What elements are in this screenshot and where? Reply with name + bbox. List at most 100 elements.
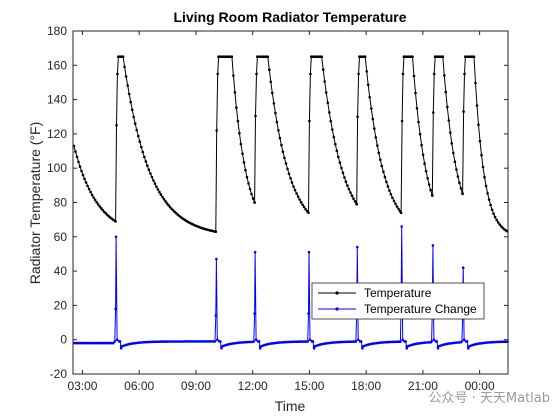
temperature-series-point	[283, 156, 286, 160]
temperature-series-point	[338, 161, 342, 164]
temperature-series-point	[230, 55, 234, 58]
temperature-series-point	[323, 80, 327, 83]
temperature-change-series-point	[253, 250, 257, 254]
temperature-series-point	[346, 184, 349, 187]
temperature-change-series-point	[253, 312, 256, 315]
chart-title: Living Room Radiator Temperature	[173, 9, 406, 25]
temperature-series-point	[149, 172, 152, 175]
temperature-series-point	[395, 205, 399, 208]
temperature-series-point	[242, 161, 246, 164]
temperature-series-point	[156, 188, 160, 191]
temperature-series-point	[399, 211, 403, 215]
temperature-series-point	[83, 177, 86, 181]
temperature-series-point	[77, 160, 80, 164]
temperature-series-point	[124, 75, 128, 78]
temperature-series-point	[277, 129, 280, 132]
temperature-series-point	[474, 81, 477, 85]
temperature-series-point	[74, 150, 77, 153]
temperature-series-point	[431, 194, 434, 197]
temperature-series-point	[168, 205, 172, 209]
temperature-series-point	[99, 207, 103, 210]
temperature-change-series-point	[430, 340, 433, 343]
temperature-series-point	[388, 189, 391, 192]
y-tick-label: 140	[47, 93, 67, 107]
temperature-series-point	[152, 179, 155, 182]
temperature-series-point	[341, 171, 345, 175]
y-tick-label: 0	[60, 333, 67, 347]
temperature-change-series-point	[214, 314, 218, 317]
temperature-series-point	[146, 164, 149, 167]
temperature-series-point	[140, 145, 143, 149]
y-tick-label: 160	[47, 58, 67, 72]
temperature-change-series-point	[113, 340, 117, 343]
temperature-series-point	[441, 55, 445, 58]
temperature-series-point	[244, 168, 247, 172]
temperature-change-series-point	[401, 338, 405, 342]
temperature-series-point	[295, 192, 298, 195]
temperature-series-point	[353, 200, 357, 203]
temperature-series-point	[170, 207, 173, 210]
temperature-series-point	[236, 119, 240, 123]
y-tick-label: 120	[47, 127, 67, 141]
temperature-series-point	[385, 180, 388, 184]
temperature-series-point	[368, 95, 372, 99]
temperature-change-series-point	[404, 340, 408, 343]
temperature-change-series-point	[465, 340, 469, 343]
temperature-series-point	[370, 107, 373, 110]
temperature-series-point	[401, 72, 405, 76]
temperature-change-series-point	[462, 338, 466, 342]
legend: Temperature Temperature Change	[311, 282, 485, 320]
temperature-change-series-point	[431, 244, 435, 247]
temperature-series-point	[215, 129, 218, 132]
temperature-series-point	[271, 91, 274, 95]
temperature-series-point	[164, 200, 167, 203]
temperature-series-point	[459, 187, 463, 190]
temperature-series-point	[245, 175, 249, 179]
temperature-series-point	[414, 91, 417, 95]
temperature-series-point	[344, 180, 348, 183]
temperature-series-point	[251, 197, 255, 200]
legend-box	[311, 282, 485, 320]
temperature-change-series-point	[215, 257, 218, 261]
temperature-series-point	[389, 192, 393, 196]
temperature-series-point	[349, 191, 352, 194]
temperature-series-point	[268, 68, 271, 71]
temperature-series-point	[147, 168, 151, 171]
y-tick-label: 60	[54, 230, 68, 244]
temperature-series-point	[478, 139, 482, 143]
temperature-series-point	[293, 188, 297, 192]
x-axis-title: Time	[275, 398, 306, 414]
y-tick-label: 100	[47, 161, 67, 175]
temperature-series-point	[233, 91, 237, 94]
temperature-series-point	[483, 175, 486, 179]
temperature-series-point	[379, 158, 382, 161]
temperature-series-point	[101, 208, 104, 212]
temperature-series-point	[480, 153, 483, 157]
temperature-change-series-point	[216, 338, 219, 342]
temperature-change-series-point	[400, 225, 404, 228]
temperature-change-series-point	[306, 340, 310, 343]
y-tick-label: 20	[54, 298, 68, 312]
temperature-change-series-point	[118, 340, 122, 343]
temperature-series-point	[357, 72, 360, 76]
temperature-series-point	[299, 200, 303, 204]
temperature-series-point	[496, 221, 500, 224]
temperature-series-point	[292, 185, 295, 188]
temperature-series-point	[167, 203, 170, 207]
y-tick-label: 80	[54, 196, 68, 210]
temperature-series-point	[380, 164, 384, 168]
temperature-series-point	[235, 106, 238, 109]
temperature-change-series-point	[115, 338, 119, 342]
temperature-series-point	[286, 167, 289, 171]
temperature-series-point	[269, 80, 273, 84]
temperature-series-point	[255, 72, 258, 76]
temperature-series-point	[337, 155, 340, 159]
y-tick-label: 180	[47, 24, 67, 38]
temperature-series-point	[461, 192, 464, 196]
temperature-series-point	[289, 177, 292, 180]
legend-label-temperature-change: Temperature Change	[364, 302, 477, 316]
legend-marker-temperature	[335, 291, 339, 295]
temperature-series-point	[366, 83, 370, 87]
temperature-series-point	[135, 128, 138, 132]
